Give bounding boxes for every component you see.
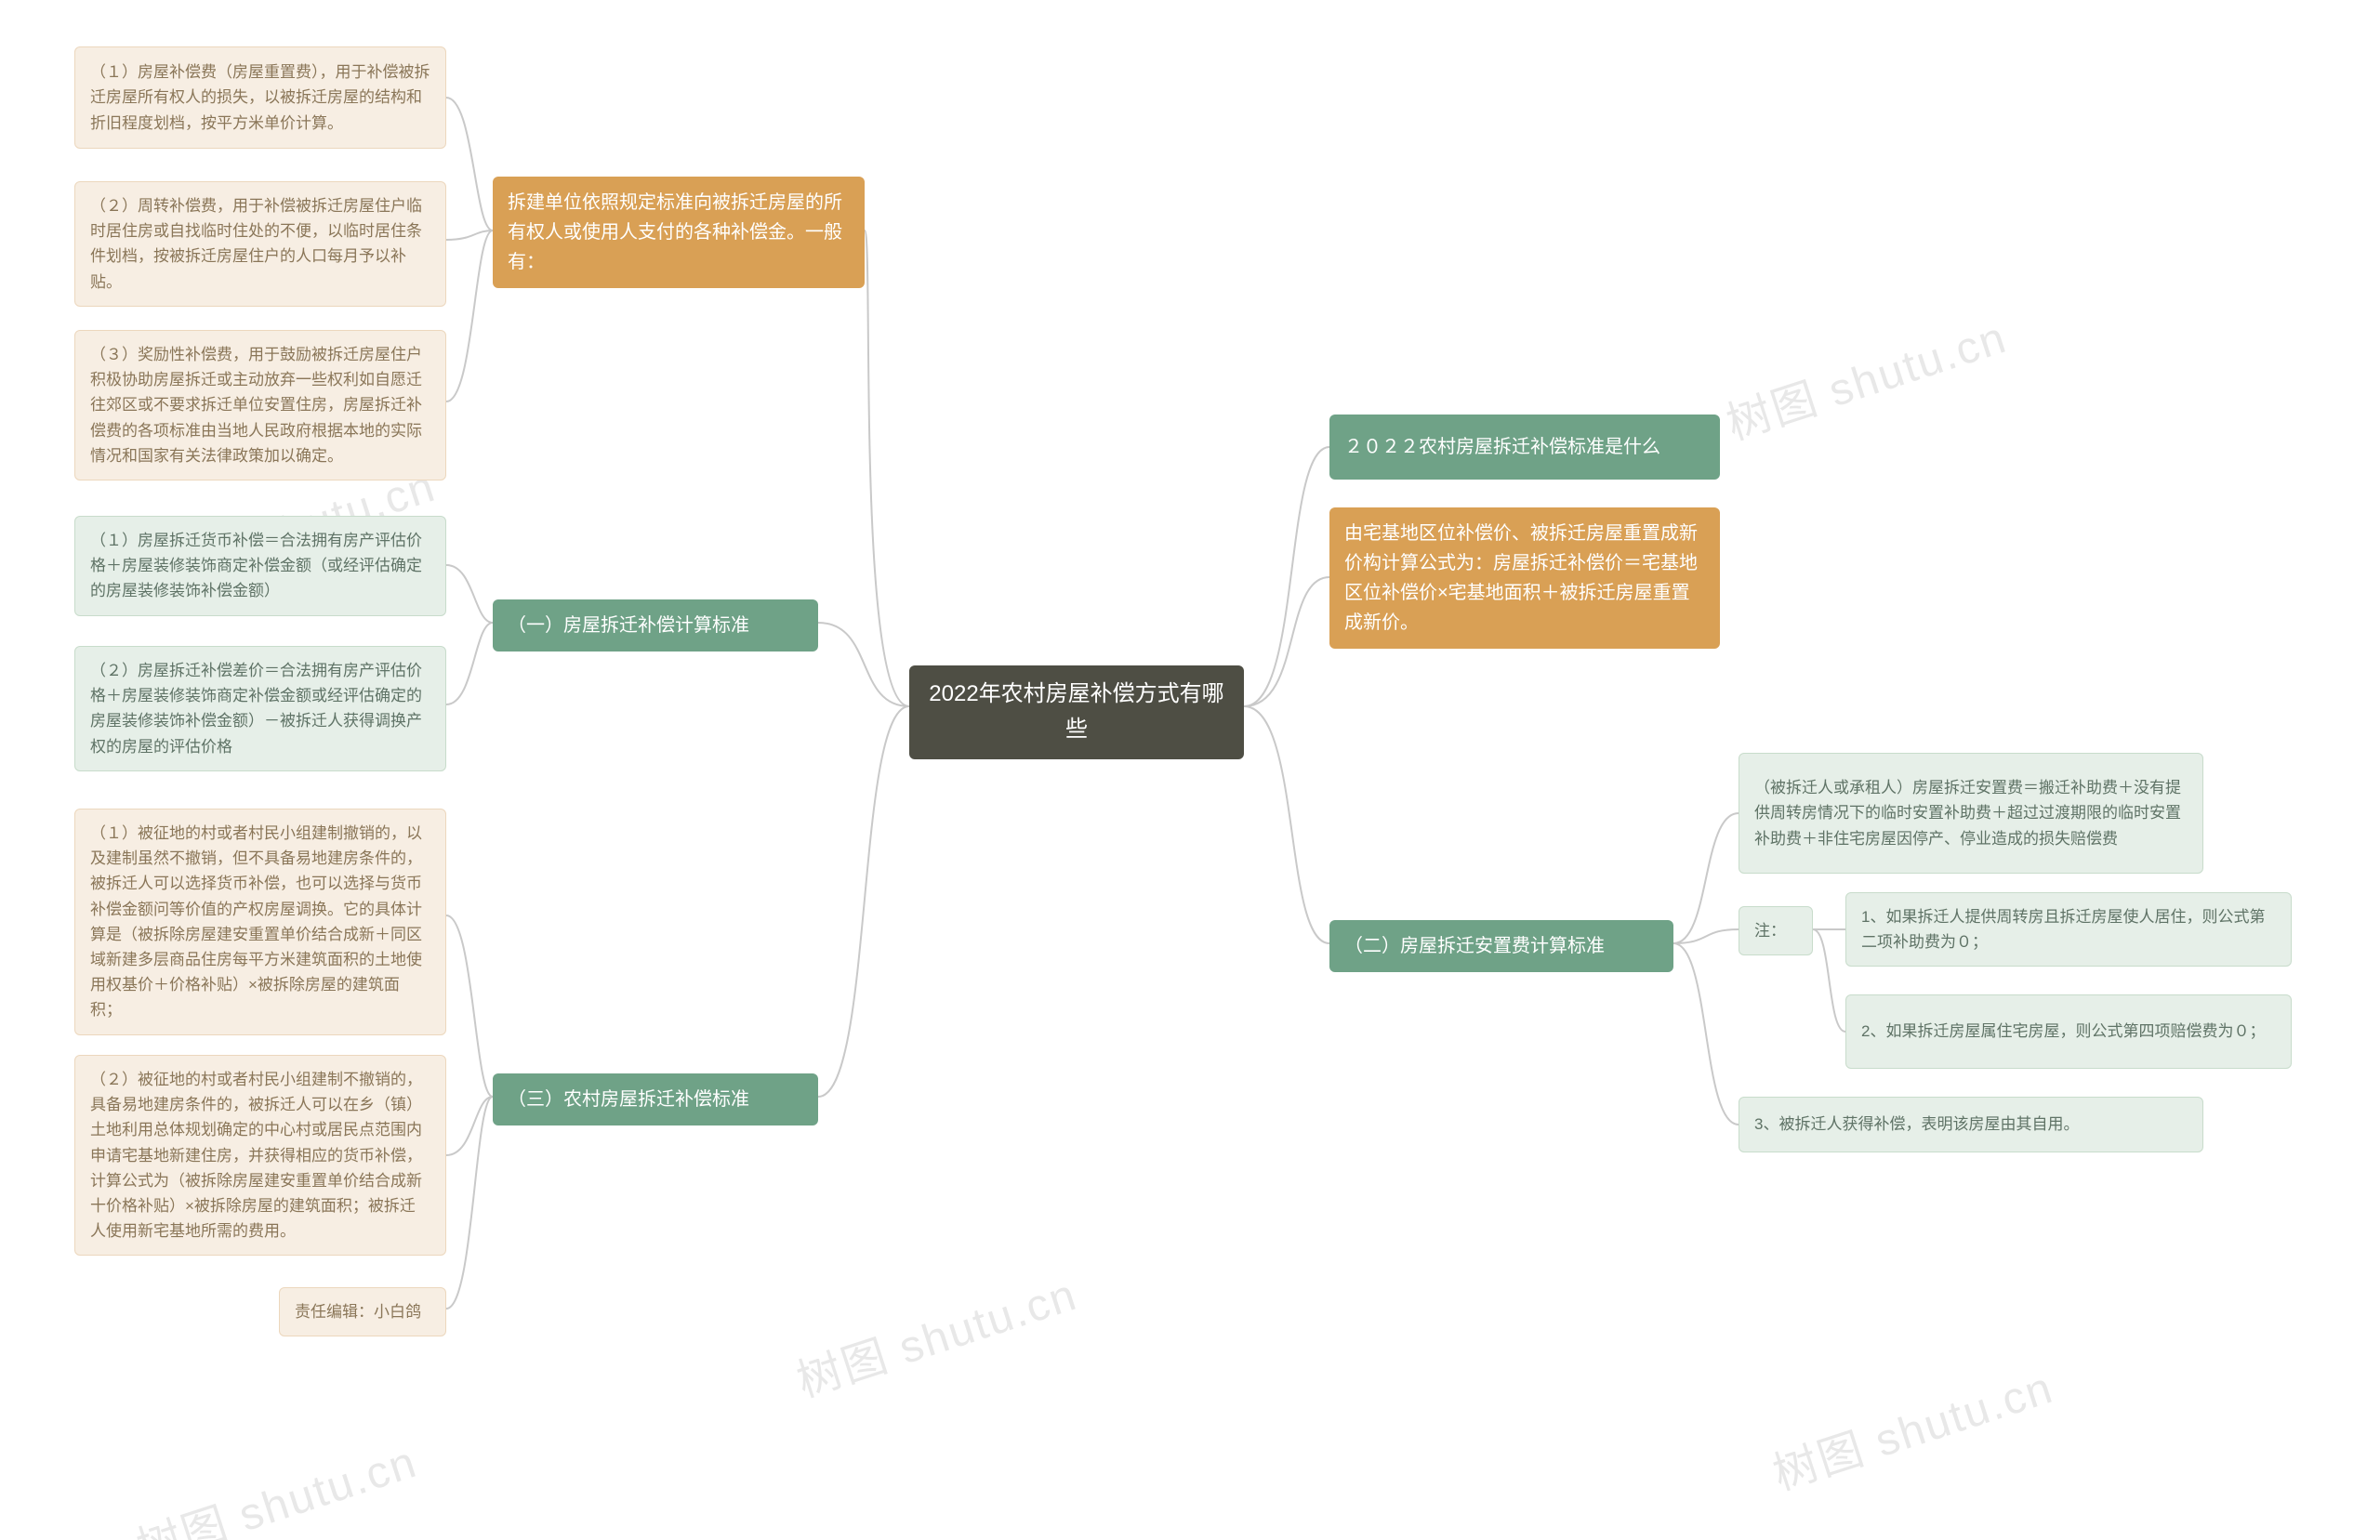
right-node-standard-title: ２０２２农村房屋拆迁补偿标准是什么: [1329, 415, 1720, 480]
left-leaf-type-1: （１）房屋补偿费（房屋重置费），用于补偿被拆迁房屋所有权人的损失，以被拆迁房屋的…: [74, 46, 446, 149]
left-leaf-calc-2: （２）房屋拆迁补偿差价＝合法拥有房产评估价格＋房屋装修装饰商定补偿金额或经评估确…: [74, 646, 446, 771]
left-node-section-1: （一）房屋拆迁补偿计算标准: [493, 599, 818, 652]
right-leaf-resettlement-formula: （被拆迁人或承租人）房屋拆迁安置费＝搬迁补助费＋没有提供周转房情况下的临时安置补…: [1739, 753, 2203, 874]
left-leaf-calc-1: （１）房屋拆迁货币补偿＝合法拥有房产评估价格＋房屋装修装饰商定补偿金额（或经评估…: [74, 516, 446, 616]
left-leaf-rural-2: （２）被征地的村或者村民小组建制不撤销的，具备易地建房条件的，被拆迁人可以在乡（…: [74, 1055, 446, 1256]
left-leaf-editor: 责任编辑：小白鸽: [279, 1287, 446, 1336]
right-leaf-note-2: 2、如果拆迁房屋属住宅房屋，则公式第四项赔偿费为０；: [1845, 994, 2292, 1069]
left-node-section-3: （三）农村房屋拆迁补偿标准: [493, 1073, 818, 1125]
right-leaf-note-1: 1、如果拆迁人提供周转房且拆迁房屋使人居住，则公式第二项补助费为０；: [1845, 892, 2292, 967]
right-leaf-note-3: 3、被拆迁人获得补偿，表明该房屋由其自用。: [1739, 1097, 2203, 1152]
watermark-text: 树图 shutu.cn: [1764, 1350, 2060, 1502]
watermark-text: 树图 shutu.cn: [1717, 300, 2014, 452]
left-node-compensation-types: 拆建单位依照规定标准向被拆迁房屋的所有权人或使用人支付的各种补偿金。一般有：: [493, 177, 865, 288]
left-leaf-type-2: （２）周转补偿费，用于补偿被拆迁房屋住户临时居住房或自找临时住处的不便，以临时居…: [74, 181, 446, 307]
watermark-text: 树图 shutu.cn: [127, 1425, 424, 1540]
right-node-formula: 由宅基地区位补偿价、被拆迁房屋重置成新价构计算公式为：房屋拆迁补偿价＝宅基地区位…: [1329, 507, 1720, 649]
left-leaf-type-3: （３）奖励性补偿费，用于鼓励被拆迁房屋住户积极协助房屋拆迁或主动放弃一些权利如自…: [74, 330, 446, 480]
right-leaf-note-label: 注：: [1739, 906, 1813, 955]
left-leaf-rural-1: （１）被征地的村或者村民小组建制撤销的，以及建制虽然不撤销，但不具备易地建房条件…: [74, 809, 446, 1035]
watermark-text: 树图 shutu.cn: [787, 1257, 1084, 1409]
right-node-section-2: （二）房屋拆迁安置费计算标准: [1329, 920, 1673, 972]
center-node: 2022年农村房屋补偿方式有哪些: [909, 665, 1244, 759]
